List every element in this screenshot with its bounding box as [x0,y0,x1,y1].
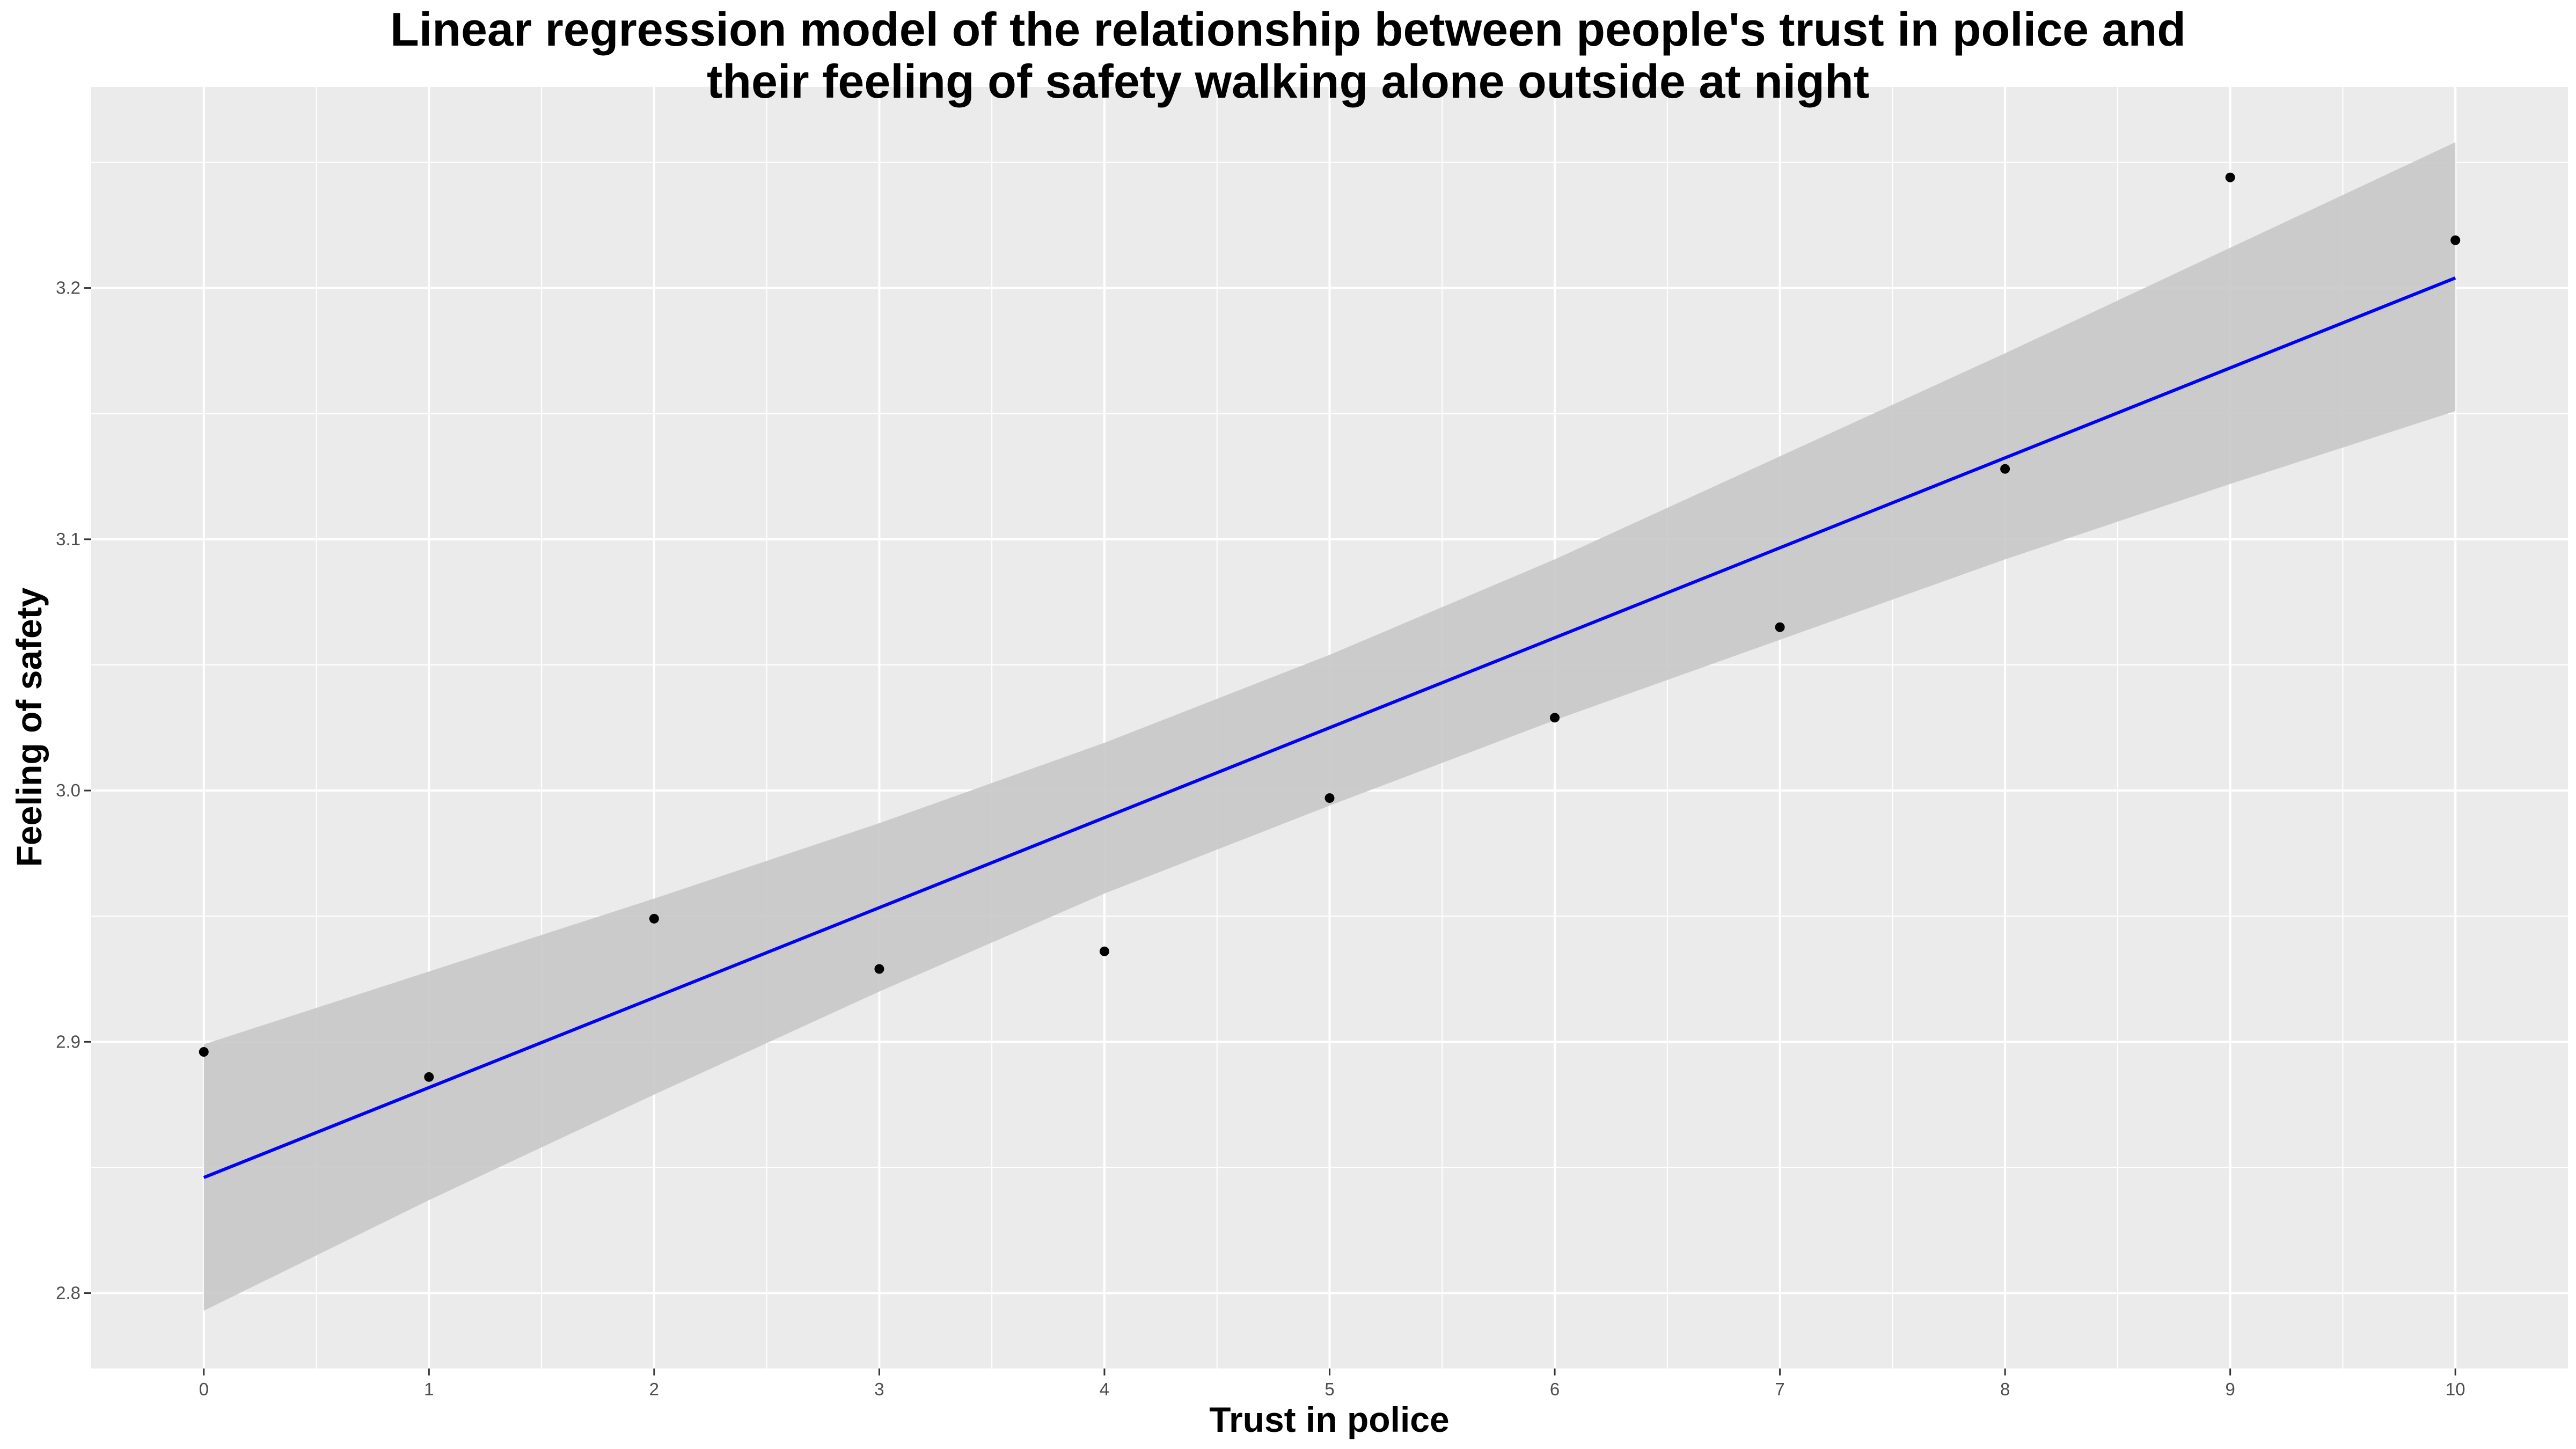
y-tick-label: 3.1 [56,529,80,549]
y-tick-label: 3.0 [56,780,80,800]
x-tick-label: 3 [874,1379,884,1399]
data-point [2450,235,2461,245]
x-axis-title: Trust in police [1209,1400,1449,1439]
y-tick-label: 2.9 [56,1031,80,1051]
x-tick-label: 8 [2000,1379,2010,1399]
x-tick-label: 0 [199,1379,209,1399]
data-point [2225,172,2235,182]
chart-title-line-1: Linear regression model of the relations… [390,3,2186,56]
data-point [199,1047,209,1057]
x-tick-label: 10 [2446,1379,2465,1399]
data-point [1324,793,1335,803]
x-tick-label: 9 [2226,1379,2235,1399]
data-points [199,172,2461,1082]
x-tick-label: 7 [1775,1379,1784,1399]
data-point [424,1072,434,1082]
x-tick-label: 1 [424,1379,434,1399]
data-point [1550,713,1560,723]
data-point [1775,622,1785,632]
x-tick-label: 6 [1550,1379,1560,1399]
regression-line [203,276,2456,1179]
data-point [874,964,884,974]
x-tick-label: 2 [649,1379,659,1399]
y-tick-label: 3.2 [56,278,80,298]
y-axis-title: Feeling of safety [9,587,49,867]
x-tick-label: 5 [1324,1379,1334,1399]
chart-title-line-2: their feeling of safety walking alone ou… [707,55,1869,108]
data-point [2000,464,2010,474]
x-axis-ticks: 0 1 2 3 4 5 6 7 8 9 10 [199,1368,2465,1399]
x-tick-label: 4 [1100,1379,1109,1399]
y-tick-label: 2.8 [56,1283,80,1303]
y-axis-ticks: 2.8 2.9 3.0 3.1 3.2 [56,278,91,1303]
data-point [649,913,659,924]
data-point [1099,946,1109,956]
